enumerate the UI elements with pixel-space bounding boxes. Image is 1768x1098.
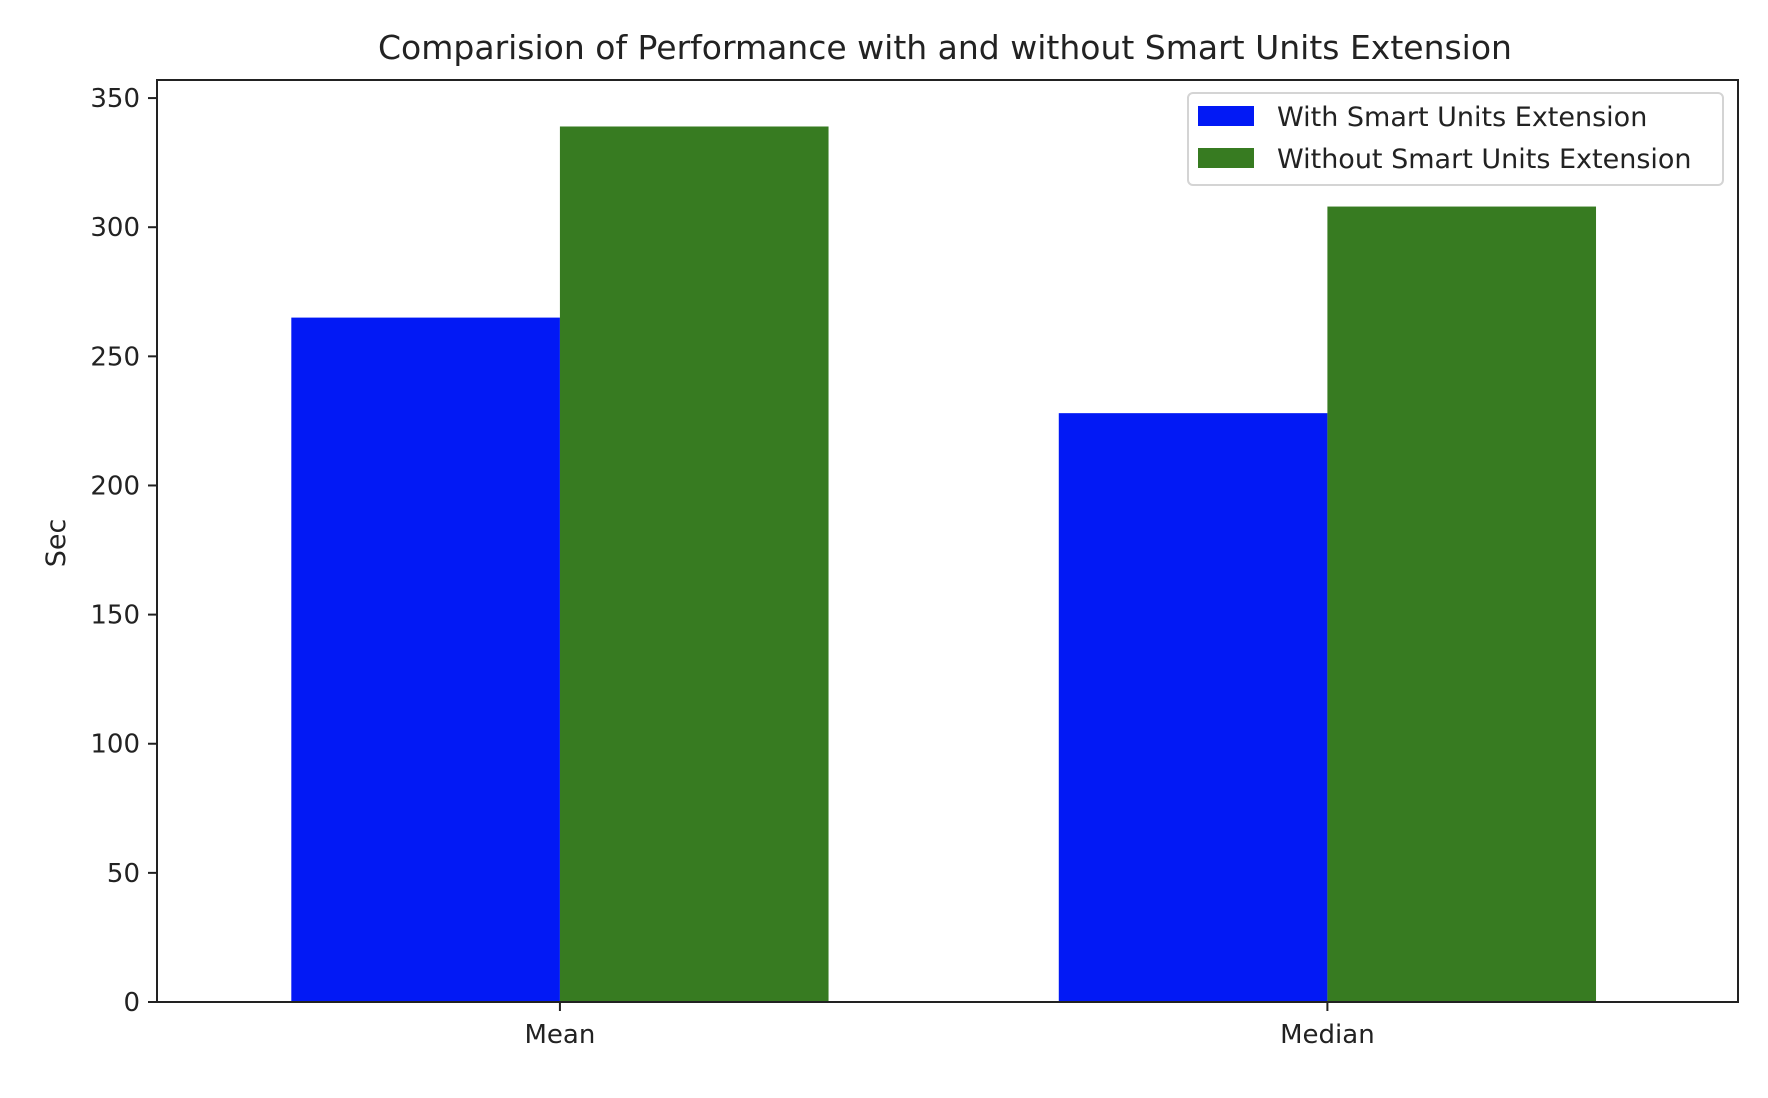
bar-mean-without-smart-units-extension — [559, 126, 829, 1003]
x-tick-label-median: Median — [1280, 1020, 1375, 1050]
legend-label-without-smart-units: Without Smart Units Extension — [1277, 144, 1692, 175]
y-axis-ticks: 0 50 100 150 200 250 300 350 — [90, 84, 157, 1018]
y-tick-label: 200 — [90, 471, 140, 501]
x-tick-label-mean: Mean — [525, 1020, 596, 1050]
plot-frame — [156, 79, 1739, 1003]
bar-median-without-smart-units-extension — [1327, 206, 1597, 1003]
y-axis-label: Sec — [41, 519, 72, 568]
legend-swatch-with-smart-units — [1198, 106, 1254, 126]
x-axis-ticks: Mean Median — [525, 1002, 1375, 1050]
y-tick-label: 100 — [90, 730, 140, 760]
legend-swatch-without-smart-units — [1198, 148, 1254, 168]
y-tick-label: 50 — [107, 859, 140, 889]
y-tick-label: 150 — [90, 601, 140, 631]
bar-mean-with-smart-units-extension — [291, 317, 560, 1003]
y-tick-label: 0 — [123, 988, 140, 1018]
legend-label-with-smart-units: With Smart Units Extension — [1277, 102, 1647, 133]
bar-median-with-smart-units-extension — [1058, 413, 1328, 1002]
bars-layer — [291, 126, 1597, 1003]
chart-title: Comparision of Performance with and with… — [378, 28, 1512, 67]
legend-box — [1187, 92, 1724, 186]
legend: With Smart Units Extension Without Smart… — [1187, 92, 1724, 186]
y-tick-label: 350 — [90, 84, 140, 114]
y-tick-label: 250 — [90, 342, 140, 372]
y-tick-label: 300 — [90, 213, 140, 243]
